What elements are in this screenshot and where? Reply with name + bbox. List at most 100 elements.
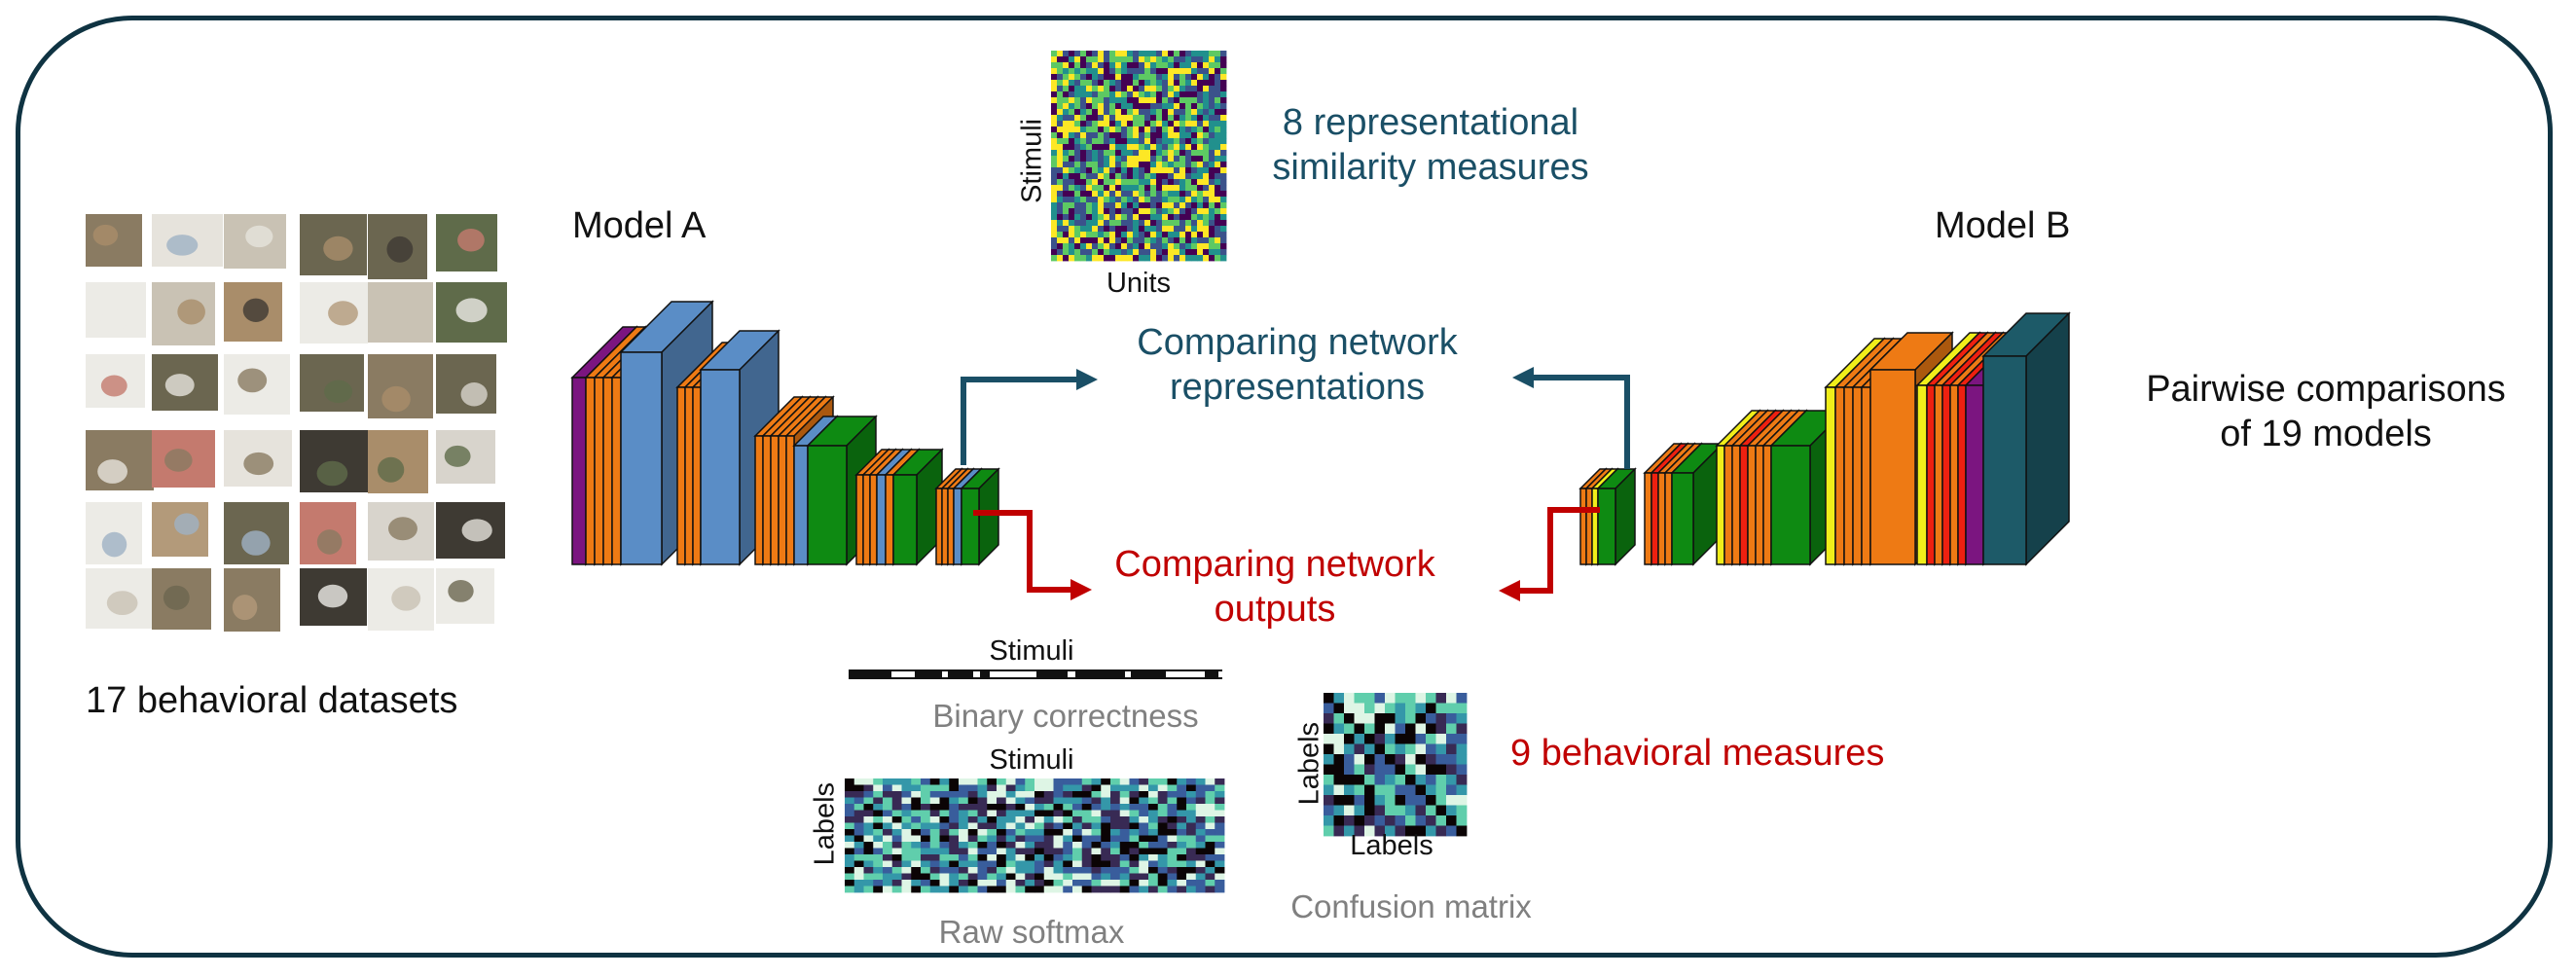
rep-heatmap-cell bbox=[1168, 179, 1175, 186]
rep-heatmap-cell bbox=[1185, 144, 1192, 151]
confusion-heatmap-cell bbox=[1385, 815, 1396, 826]
rep-heatmap-cell bbox=[1185, 51, 1192, 57]
softmax-heatmap-cell bbox=[1072, 829, 1083, 836]
rep-heatmap-cell bbox=[1203, 86, 1210, 92]
softmax-heatmap-cell bbox=[967, 880, 978, 887]
softmax-heatmap-cell bbox=[1215, 842, 1225, 849]
rep-heatmap-cell bbox=[1197, 197, 1204, 203]
rep-heatmap-cell bbox=[1086, 202, 1093, 209]
rep-heatmap-cell bbox=[1115, 138, 1122, 145]
softmax-heatmap-cell bbox=[1053, 860, 1064, 868]
rep-heatmap-cell bbox=[1098, 214, 1105, 221]
confusion-heatmap-cell bbox=[1364, 693, 1375, 704]
rep-heatmap-cell bbox=[1179, 80, 1186, 87]
rep-heatmap-cell bbox=[1109, 185, 1116, 192]
rep-heatmap-cell bbox=[1098, 162, 1105, 168]
softmax-heatmap-cell bbox=[1034, 860, 1045, 868]
softmax-heatmap-cell bbox=[929, 810, 940, 817]
confusion-heatmap-cell bbox=[1435, 805, 1447, 816]
confusion-heatmap-cell bbox=[1354, 703, 1365, 714]
softmax-heatmap-cell bbox=[1005, 880, 1016, 887]
softmax-heatmap-cell bbox=[1091, 804, 1102, 811]
rep-heatmap-cell bbox=[1174, 68, 1180, 75]
rep-heatmap-cell bbox=[1051, 115, 1058, 122]
rep-heatmap-cell bbox=[1168, 232, 1175, 238]
rep-heatmap-cell bbox=[1179, 249, 1186, 256]
rep-heatmap-cell bbox=[1215, 173, 1221, 180]
rep-heatmap-cell bbox=[1098, 237, 1105, 244]
rep-heatmap-cell bbox=[1121, 144, 1128, 151]
rep-heatmap-cell bbox=[1051, 232, 1058, 238]
rep-heatmap-cell bbox=[1150, 167, 1157, 174]
softmax-heatmap-cell bbox=[873, 804, 884, 811]
rep-heatmap-cell bbox=[1156, 68, 1163, 75]
rep-heatmap-cell bbox=[1191, 51, 1198, 57]
softmax-heatmap-cell bbox=[1119, 791, 1130, 798]
softmax-heatmap-cell bbox=[1167, 816, 1178, 823]
softmax-heatmap-cell bbox=[997, 860, 1007, 868]
rep-heatmap-cell bbox=[1092, 115, 1099, 122]
rep-heatmap-cell bbox=[1115, 109, 1122, 116]
softmax-heatmap-cell bbox=[1015, 829, 1026, 836]
confusion-heatmap-cell bbox=[1324, 764, 1334, 776]
rep-heatmap-cell bbox=[1104, 167, 1110, 174]
rep-heatmap-cell bbox=[1092, 255, 1099, 262]
rep-heatmap-cell bbox=[1209, 132, 1215, 139]
binary-bar-segment bbox=[1026, 671, 1036, 677]
softmax-heatmap-cell bbox=[1101, 854, 1111, 861]
softmax-heatmap-cell bbox=[997, 791, 1007, 798]
rep-heatmap-cell bbox=[1104, 208, 1110, 215]
rep-heatmap-cell bbox=[1162, 62, 1169, 69]
softmax-heatmap-cell bbox=[977, 829, 988, 836]
dataset-thumbnail-subject bbox=[323, 235, 353, 261]
rep-heatmap-cell bbox=[1092, 144, 1099, 151]
rep-heatmap-cell bbox=[1150, 56, 1157, 63]
confusion-heatmap-cell bbox=[1456, 713, 1468, 724]
confusion-heatmap-cell bbox=[1385, 775, 1396, 785]
softmax-heatmap-cell bbox=[1091, 778, 1102, 785]
softmax-heatmap-cell bbox=[959, 791, 969, 798]
rep-heatmap-cell bbox=[1197, 232, 1204, 238]
rep-heatmap-cell bbox=[1133, 86, 1140, 92]
rep-heatmap-cell bbox=[1127, 173, 1134, 180]
rep-heatmap-cell bbox=[1203, 197, 1210, 203]
softmax-heatmap-cell bbox=[911, 778, 922, 785]
rep-heatmap-cell bbox=[1127, 56, 1134, 63]
softmax-heatmap-cell bbox=[921, 778, 931, 785]
softmax-heatmap-cell bbox=[853, 797, 864, 805]
rep-heatmap-cell bbox=[1179, 214, 1186, 221]
softmax-heatmap-cell bbox=[1034, 816, 1045, 823]
rep-heatmap-cell bbox=[1074, 156, 1081, 163]
softmax-heatmap-cell bbox=[853, 804, 864, 811]
confusion-heatmap-cell bbox=[1344, 743, 1355, 755]
rep-heatmap-cell bbox=[1150, 62, 1157, 69]
rep-heatmap-cell bbox=[1092, 62, 1099, 69]
softmax-heatmap-cell bbox=[1034, 791, 1045, 798]
rep-heatmap-cell bbox=[1098, 97, 1105, 104]
rep-heatmap-cell bbox=[1115, 243, 1122, 250]
rep-heatmap-cell bbox=[1191, 109, 1198, 116]
rep-heatmap-cell bbox=[1074, 197, 1081, 203]
softmax-heatmap-cell bbox=[949, 835, 960, 843]
rep-heatmap-cell bbox=[1215, 56, 1221, 63]
softmax-heatmap-cell bbox=[1215, 797, 1225, 805]
rep-heatmap-cell bbox=[1109, 232, 1116, 238]
softmax-heatmap-cell bbox=[977, 822, 988, 830]
softmax-heatmap-cell bbox=[1177, 835, 1187, 843]
softmax-heatmap-cell bbox=[891, 810, 902, 817]
rep-heatmap-cell bbox=[1144, 109, 1151, 116]
rep-heatmap-cell bbox=[1191, 74, 1198, 81]
rep-heatmap-cell bbox=[1086, 97, 1093, 104]
rep-heatmap-cell bbox=[1197, 255, 1204, 262]
b-layer-front bbox=[1747, 445, 1757, 565]
rep-heatmap-cell bbox=[1203, 226, 1210, 233]
softmax-heatmap-cell bbox=[921, 784, 931, 792]
rep-heatmap-cell bbox=[1215, 121, 1221, 127]
rep-heatmap-cell bbox=[1139, 191, 1145, 198]
rep-heatmap-cell bbox=[1080, 197, 1087, 203]
softmax-heatmap-cell bbox=[987, 848, 998, 855]
rep-heatmap-cell bbox=[1098, 109, 1105, 116]
softmax-heatmap-cell bbox=[1129, 867, 1140, 874]
rep-heatmap-cell bbox=[1074, 62, 1081, 69]
rep-heatmap-cell bbox=[1156, 144, 1163, 151]
